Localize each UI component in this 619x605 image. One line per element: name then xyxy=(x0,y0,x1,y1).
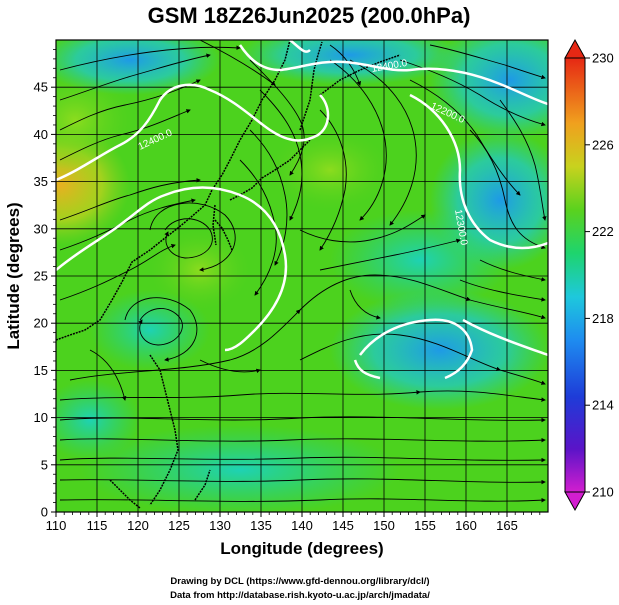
streamline xyxy=(459,279,546,302)
streamline xyxy=(199,40,276,86)
credit-line-2: Data from http://database.rish.kyoto-u.a… xyxy=(170,590,430,601)
streamline xyxy=(59,79,201,131)
y-tick-label: 5 xyxy=(41,457,48,472)
streamline xyxy=(419,390,546,402)
x-tick-label: 120 xyxy=(127,518,149,533)
coastlines xyxy=(56,40,401,509)
streamline xyxy=(59,53,211,101)
streamlines xyxy=(59,40,547,503)
streamline xyxy=(499,99,547,221)
colorbar-top-arrow xyxy=(564,38,586,59)
streamline xyxy=(299,214,426,243)
x-tick-label: 130 xyxy=(209,518,231,533)
streamline xyxy=(349,289,381,320)
streamline xyxy=(479,259,546,282)
streamline xyxy=(59,437,546,443)
streamline xyxy=(59,198,196,251)
streamline xyxy=(59,109,191,161)
x-tick-label: 125 xyxy=(168,518,190,533)
streamline xyxy=(499,369,546,385)
streamline xyxy=(59,497,546,503)
streamline xyxy=(59,390,421,401)
x-tick-label: 115 xyxy=(87,518,108,533)
streamline xyxy=(89,349,127,401)
streamline xyxy=(249,59,305,176)
colorbar-tick-label: 222 xyxy=(592,224,614,239)
streamline xyxy=(349,59,417,226)
streamline xyxy=(299,333,501,371)
x-axis: 110 115 120 125 130 135 140 145 150 155 160 165 xyxy=(46,512,541,533)
streamline xyxy=(319,238,461,271)
y-tick-label: 15 xyxy=(34,363,48,378)
x-tick-label: 150 xyxy=(373,518,395,533)
y-tick-label: 45 xyxy=(34,80,48,95)
x-tick-label: 145 xyxy=(332,518,354,533)
streamline xyxy=(149,202,236,272)
x-tick-label: 110 xyxy=(46,518,67,533)
x-axis-label: Longitude (degrees) xyxy=(220,539,383,558)
colorbar-body xyxy=(564,57,586,493)
streamline xyxy=(409,79,521,196)
streamline xyxy=(429,44,546,80)
y-axis: 0 5 10 15 20 25 30 35 40 45 xyxy=(34,49,56,520)
streamline xyxy=(259,89,303,221)
geopotential-contours xyxy=(56,40,548,380)
colorbar-tick-label: 210 xyxy=(592,485,614,500)
colorbar-tick-label: 214 xyxy=(592,398,614,413)
y-tick-label: 40 xyxy=(34,127,48,142)
colorbar-tick-label: 226 xyxy=(592,137,614,152)
streamline xyxy=(199,359,261,374)
streamline xyxy=(59,45,241,71)
streamline xyxy=(124,297,198,362)
colorbar-tick-label: 218 xyxy=(592,311,614,326)
y-tick-label: 0 xyxy=(41,505,48,520)
streamline xyxy=(469,299,546,320)
y-tick-label: 35 xyxy=(34,174,48,189)
x-tick-label: 160 xyxy=(455,518,477,533)
streamline xyxy=(319,109,347,251)
streamline xyxy=(329,59,387,221)
lat-lon-grid xyxy=(56,40,548,512)
y-tick-label: 10 xyxy=(34,410,48,425)
plot-area: 12400.0 12200.0 12300.0 12400.0 xyxy=(56,40,548,512)
streamline xyxy=(469,129,546,250)
streamline xyxy=(59,416,546,423)
streamline xyxy=(299,274,471,311)
y-axis-label: Latitude (degrees) xyxy=(4,202,23,349)
x-tick-label: 135 xyxy=(250,518,272,533)
streamline xyxy=(59,478,546,485)
colorbar-tick-label: 230 xyxy=(592,51,614,66)
y-tick-label: 30 xyxy=(34,221,48,236)
x-tick-label: 155 xyxy=(414,518,436,533)
x-tick-label: 140 xyxy=(291,518,313,533)
streamline xyxy=(59,456,546,463)
streamline xyxy=(59,177,201,221)
colorbar-bottom-arrow xyxy=(564,491,586,512)
credit-line-1: Drawing by DCL (https://www.gfd-dennou.o… xyxy=(170,576,429,587)
y-tick-label: 25 xyxy=(34,269,48,284)
streamline xyxy=(164,218,213,259)
y-tick-label: 20 xyxy=(34,316,48,331)
colorbar: 230 226 222 218 214 210 xyxy=(564,38,614,512)
x-tick-label: 165 xyxy=(496,518,518,533)
chart-title: GSM 18Z26Jun2025 (200.0hPa) xyxy=(148,3,471,28)
streamline xyxy=(138,308,183,346)
streamline xyxy=(59,244,176,301)
streamline xyxy=(69,309,301,381)
